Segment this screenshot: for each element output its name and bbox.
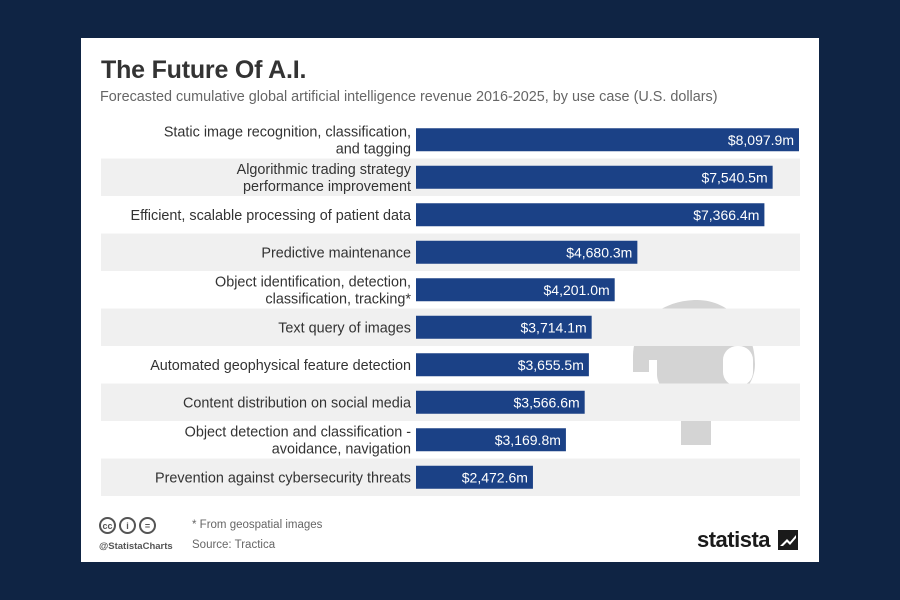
category-label: Text query of images xyxy=(278,320,411,336)
category-label: Algorithmic trading strategy performance … xyxy=(237,162,412,195)
bar-value-label: $7,540.5m xyxy=(701,169,767,185)
bar-value-label: $4,680.3m xyxy=(566,244,632,260)
bar xyxy=(416,465,533,489)
no-derivatives-icon: = xyxy=(139,517,156,534)
bar-chart: $8,097.9m Static image recognition, class… xyxy=(101,124,800,496)
statista-logo-icon xyxy=(778,530,798,550)
chart-title: The Future Of A.I. xyxy=(101,56,307,84)
twitter-handle: @StatistaCharts xyxy=(99,541,173,552)
bar-value-label: $3,169.8m xyxy=(495,432,561,448)
category-label: Automated geophysical feature detection xyxy=(150,358,411,374)
bar xyxy=(416,353,589,377)
category-label: Object detection and classification -avo… xyxy=(185,424,412,457)
license-icons: cc i = xyxy=(99,517,156,534)
category-label: Static image recognition, classification… xyxy=(164,124,411,157)
bar xyxy=(416,203,765,227)
category-label: Efficient, scalable processing of patien… xyxy=(130,208,411,224)
bar-value-label: $2,472.6m xyxy=(462,469,528,485)
bar-value-label: $7,366.4m xyxy=(693,207,759,223)
category-label: Prevention against cybersecurity threats xyxy=(155,470,411,486)
category-label: Object identification, detection, classif… xyxy=(215,274,411,307)
bar xyxy=(416,428,566,452)
bar xyxy=(416,315,592,339)
chart-card: The Future Of A.I. Forecasted cumulative… xyxy=(81,38,819,562)
source-note: Source: Tractica xyxy=(192,539,276,551)
bar xyxy=(416,165,773,189)
bar-value-label: $3,714.1m xyxy=(520,319,586,335)
bar-value-label: $4,201.0m xyxy=(544,282,610,298)
footnote: * From geospatial images xyxy=(192,519,323,531)
attribution-icon: i xyxy=(119,517,136,534)
bar-value-label: $3,655.5m xyxy=(518,357,584,373)
bar xyxy=(416,128,799,152)
bar-value-label: $8,097.9m xyxy=(728,132,794,148)
bar-value-label: $3,566.6m xyxy=(514,394,580,410)
chart-subtitle: Forecasted cumulative global artificial … xyxy=(100,89,718,105)
bar xyxy=(416,278,615,302)
category-label: Content distribution on social media xyxy=(183,395,411,411)
bar xyxy=(416,240,638,264)
statista-logo: statista xyxy=(697,527,771,552)
cc-license-icon: cc xyxy=(99,517,116,534)
category-label: Predictive maintenance xyxy=(261,245,411,261)
bar xyxy=(416,390,585,414)
